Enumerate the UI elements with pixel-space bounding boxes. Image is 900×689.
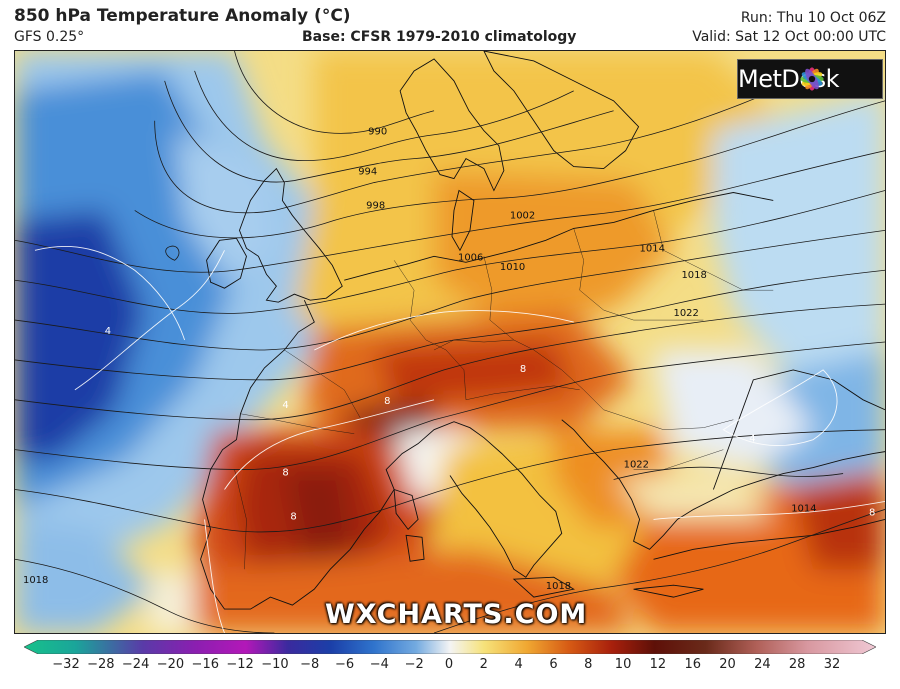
metdesk-flower-icon <box>800 67 824 91</box>
colorbar-tick-label: −16 <box>191 657 219 672</box>
colorbar-tick-label: 2 <box>479 657 488 672</box>
anomaly-label: 8 <box>869 507 875 518</box>
colorbar-tick-label: −32 <box>52 657 80 672</box>
isobar-labels: 990 994 998 1002 1006 1010 1014 1018 102… <box>23 127 817 592</box>
isobar-label: 1018 <box>23 575 48 586</box>
country-borders <box>234 210 774 570</box>
anomaly-map[interactable]: 990 994 998 1002 1006 1010 1014 1018 102… <box>14 50 886 634</box>
colorbar <box>24 640 876 654</box>
colorbar-tick-label: −20 <box>156 657 185 672</box>
anomaly-label: 4 <box>105 326 111 337</box>
colorbar-tick-label: 12 <box>649 657 667 672</box>
colorbar-tick-label: 0 <box>444 657 454 672</box>
colorbar-tick-label: 32 <box>823 657 841 672</box>
isobar-label: 1014 <box>640 243 665 254</box>
anomaly-contours <box>34 245 885 633</box>
anomaly-label: 8 <box>282 468 288 479</box>
isobar-label: 1022 <box>673 308 698 319</box>
colorbar-tick-label: 28 <box>788 657 806 672</box>
colorbar-gradient <box>24 640 876 654</box>
run-time-label: Run: Thu 10 Oct 06Z <box>740 10 886 26</box>
colorbar-tick-label: 10 <box>614 657 632 672</box>
isobar-label: 1014 <box>791 503 816 514</box>
anomaly-label: 8 <box>290 511 296 522</box>
colorbar-tick-label: −8 <box>300 657 320 672</box>
colorbar-tick-label: −6 <box>334 657 355 672</box>
isobar-label: 998 <box>366 200 385 211</box>
isobars <box>15 51 885 633</box>
coastlines <box>200 51 885 610</box>
colorbar-tick-label: 20 <box>719 657 736 672</box>
colorbar-tick-label: 24 <box>754 657 771 672</box>
isobar-label: 990 <box>368 127 387 138</box>
colorbar-tick-label: 8 <box>584 657 593 672</box>
colorbar-tick-label: −10 <box>261 657 289 672</box>
colorbar-tick-label: 6 <box>549 657 558 672</box>
anomaly-label: 8 <box>384 396 390 407</box>
colorbar-tick-label: −2 <box>404 657 424 672</box>
isobar-label: 1018 <box>546 581 571 592</box>
base-climatology-label: Base: CFSR 1979-2010 climatology <box>302 29 577 45</box>
map-canvas: 990 994 998 1002 1006 1010 1014 1018 102… <box>15 51 885 633</box>
colorbar-tick-label: −28 <box>87 657 115 672</box>
isobar-label: 1022 <box>624 460 649 471</box>
isobar-label: 1002 <box>510 210 535 221</box>
isobar-label: 1018 <box>681 270 706 281</box>
anomaly-field <box>15 51 885 633</box>
anomaly-label: 4 <box>282 400 288 411</box>
isobar-label: 1010 <box>500 262 525 273</box>
colorbar-tick-label: −12 <box>226 657 254 672</box>
colorbar-tick-label: 4 <box>514 657 523 672</box>
colorbar-tick-label: −24 <box>121 657 150 672</box>
anomaly-labels: 8 8 8 8 4 4 4 8 <box>105 326 876 522</box>
isobar-label: 994 <box>358 167 377 178</box>
chart-title: 850 hPa Temperature Anomaly (°C) <box>14 6 351 26</box>
isobar-label: 1006 <box>458 252 483 263</box>
valid-time-label: Valid: Sat 12 Oct 00:00 UTC <box>692 29 886 45</box>
anomaly-label: 8 <box>520 364 526 375</box>
metdesk-logo: MetDesk <box>737 59 883 99</box>
watermark: WXCHARTS.COM <box>325 599 588 630</box>
anomaly-label: 4 <box>749 434 755 445</box>
colorbar-tick-label: −4 <box>369 657 389 672</box>
model-label: GFS 0.25° <box>14 29 85 45</box>
colorbar-tick-label: 16 <box>684 657 701 672</box>
colorbar-ticks: −32 −28 −24 −20 −16 −12 −10 −8 −6 −4 −2 0 2 4 6 8 10 12 16… <box>0 657 900 677</box>
